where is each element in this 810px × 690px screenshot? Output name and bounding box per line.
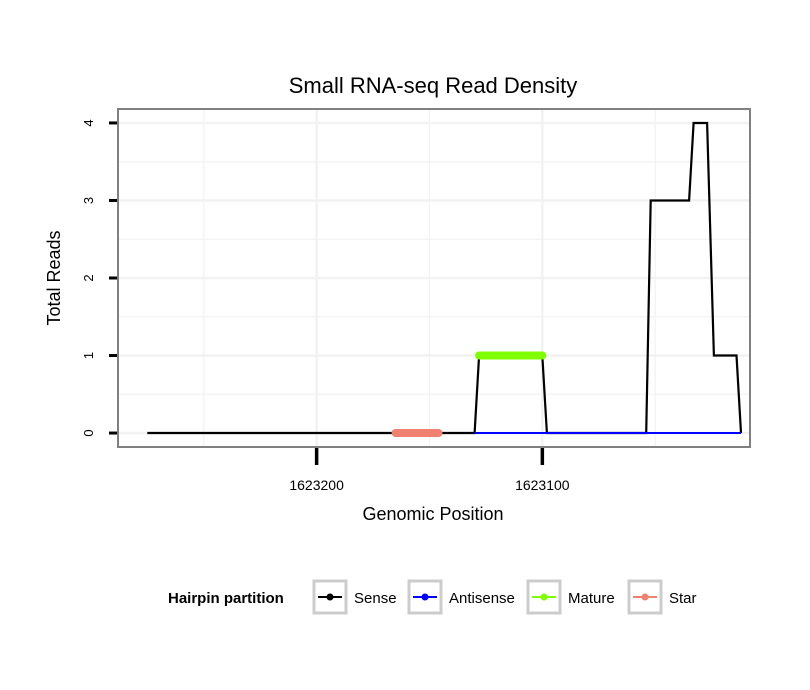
- legend-label: Star: [669, 590, 697, 607]
- legend-label: Sense: [354, 590, 397, 607]
- series-group: [147, 121, 743, 437]
- legend-key-point: [421, 593, 429, 601]
- plot-panel-border: [117, 108, 751, 448]
- x-axis-label: Genomic Position: [362, 504, 503, 524]
- legend-title: Hairpin partition: [168, 590, 284, 607]
- legend-item-star: Star: [627, 579, 697, 615]
- legend-item-sense: Sense: [312, 579, 397, 615]
- legend-label: Antisense: [449, 590, 515, 607]
- y-tick-label: 3: [81, 197, 96, 204]
- y-tick-label: 0: [81, 429, 96, 436]
- legend-key-point: [641, 593, 649, 601]
- legend-label: Mature: [568, 590, 615, 607]
- y-tick-label: 1: [81, 352, 96, 359]
- grid-lines: [118, 109, 750, 447]
- y-tick-label: 4: [81, 119, 96, 126]
- legend: Hairpin partition Sense Antisense Mature St…: [168, 579, 697, 615]
- legend-key-point: [326, 593, 334, 601]
- x-tick-label: 1623200: [289, 477, 344, 493]
- legend-item-mature: Mature: [526, 579, 615, 615]
- y-tick-label: 2: [81, 274, 96, 281]
- chart-title: Small RNA-seq Read Density: [289, 73, 578, 98]
- x-tick-label: 1623100: [515, 477, 570, 493]
- y-axis: 0 1 2 3 4: [81, 119, 117, 437]
- legend-item-antisense: Antisense: [407, 579, 515, 615]
- legend-key-point: [540, 593, 548, 601]
- x-axis: 1623200 1623100: [289, 448, 570, 493]
- y-axis-label: Total Reads: [44, 230, 64, 325]
